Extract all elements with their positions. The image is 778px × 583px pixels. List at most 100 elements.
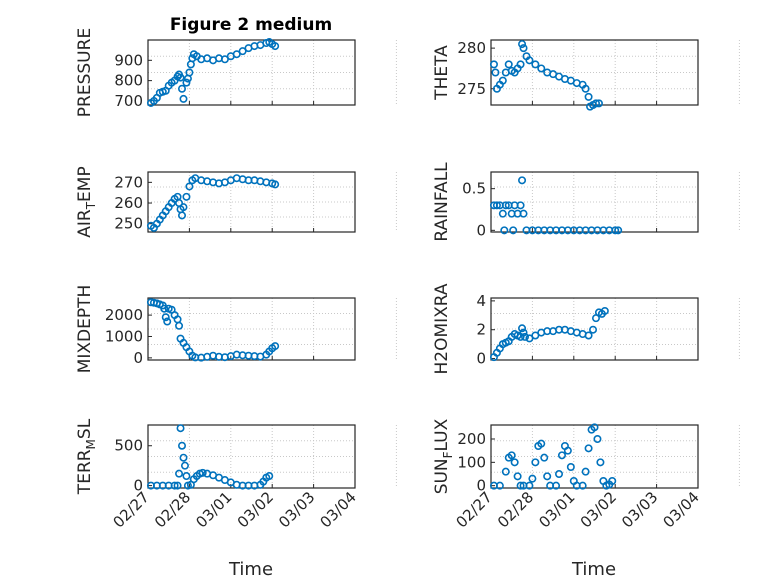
data-point — [175, 469, 184, 478]
data-point — [500, 226, 509, 235]
data-point — [163, 317, 172, 326]
data-point — [510, 458, 519, 467]
y-axis-label: SUNFLUX — [432, 418, 455, 494]
x-tick-label: 03/02 — [577, 488, 620, 531]
subplot-rainfall: 0 0.5 RAINFALL — [432, 162, 740, 242]
data-point — [516, 60, 525, 69]
data-point — [271, 342, 280, 351]
data-point — [180, 461, 189, 470]
y-axis-label: RAINFALL — [432, 162, 452, 242]
y-tick-label: 900 — [114, 51, 143, 69]
y-axis-label: THETA — [432, 45, 452, 101]
x-tick-label: 02/28 — [494, 488, 537, 531]
x-tick-label: 03/04 — [317, 488, 360, 531]
data-point — [265, 472, 274, 481]
y-tick-label: 0 — [133, 349, 143, 367]
data-point — [175, 321, 184, 330]
data-point — [271, 180, 280, 189]
axes-frame — [147, 424, 356, 489]
data-point — [507, 451, 516, 460]
data-point — [591, 99, 600, 108]
data-point — [563, 446, 572, 455]
data-point — [578, 481, 587, 490]
data-point — [531, 60, 540, 69]
data-point — [537, 439, 546, 448]
data-point — [179, 453, 188, 462]
data-point — [518, 324, 527, 333]
data-point — [611, 226, 620, 235]
data-point — [182, 78, 191, 87]
data-point — [182, 472, 191, 481]
data-point — [188, 54, 197, 63]
data-point — [185, 68, 194, 77]
x-tick-label: 03/01 — [535, 488, 578, 531]
data-point — [590, 423, 599, 432]
y-tick-label: 1000 — [105, 327, 143, 345]
data-point — [521, 332, 530, 341]
data-point — [178, 211, 187, 220]
y-tick-label: 0 — [476, 477, 486, 495]
x-tick-label: 03/03 — [275, 488, 318, 531]
data-point — [608, 476, 617, 485]
data-point — [518, 176, 527, 185]
y-tick-label: 100 — [457, 453, 486, 471]
y-axis-label: AIRTEMP — [75, 166, 98, 237]
data-point — [614, 226, 623, 235]
x-tick-label: 02/27 — [110, 488, 153, 531]
data-point — [584, 444, 593, 453]
subplot-mixdepth: 0 1000 2000 MIXDEPTH — [75, 285, 397, 373]
y-tick-label: 800 — [114, 72, 143, 90]
axes-frame — [490, 39, 699, 106]
data-point — [176, 424, 185, 433]
data-point — [491, 68, 500, 77]
data-point — [501, 201, 510, 210]
subplot-theta: 275 280 THETA — [432, 39, 740, 111]
data-point — [170, 481, 179, 490]
data-point — [525, 56, 534, 65]
y-tick-label: 0 — [133, 477, 143, 495]
subplots: 700 800 900 PRESSURE 275 280 THETA 250 260 270 AIR… — [75, 28, 740, 531]
y-tick-label: 0 — [476, 221, 486, 239]
subplot-pressure: 700 800 900 PRESSURE — [75, 28, 397, 117]
data-point — [589, 325, 598, 334]
y-tick-label: 275 — [457, 80, 486, 98]
data-point — [498, 76, 507, 85]
y-tick-label: 200 — [457, 430, 486, 448]
data-point — [516, 201, 525, 210]
data-point — [176, 73, 185, 82]
data-point — [519, 328, 528, 337]
data-point — [596, 458, 605, 467]
y-tick-label: 250 — [114, 215, 143, 233]
y-tick-label: 500 — [114, 437, 143, 455]
data-point — [161, 313, 170, 322]
y-axis-label: H2OMIXRA — [432, 283, 452, 374]
data-point — [182, 192, 191, 201]
data-point — [504, 60, 513, 69]
x-tick-label: 03/04 — [660, 488, 703, 531]
data-point — [518, 40, 527, 49]
x-tick-label: 02/28 — [151, 488, 194, 531]
data-point — [516, 481, 525, 490]
y-tick-label: 4 — [476, 292, 486, 310]
data-point — [584, 331, 593, 340]
data-point — [220, 55, 229, 64]
y-tick-label: 260 — [114, 194, 143, 212]
x-tick-label: 03/01 — [192, 488, 235, 531]
data-point — [238, 47, 247, 56]
data-point — [543, 472, 552, 481]
subplot-h2omixra: 0 2 4 H2OMIXRA — [432, 283, 740, 375]
data-point — [178, 441, 187, 450]
axes-frame — [490, 297, 699, 361]
y-axis-label: TERRMSL — [75, 418, 98, 495]
data-point — [584, 92, 593, 101]
data-point — [540, 453, 549, 462]
data-point — [271, 42, 280, 51]
data-point — [160, 304, 169, 313]
data-point — [581, 84, 590, 93]
x-tick-label: 03/02 — [234, 488, 277, 531]
data-point — [495, 481, 504, 490]
data-point — [489, 60, 498, 69]
data-point — [185, 182, 194, 191]
